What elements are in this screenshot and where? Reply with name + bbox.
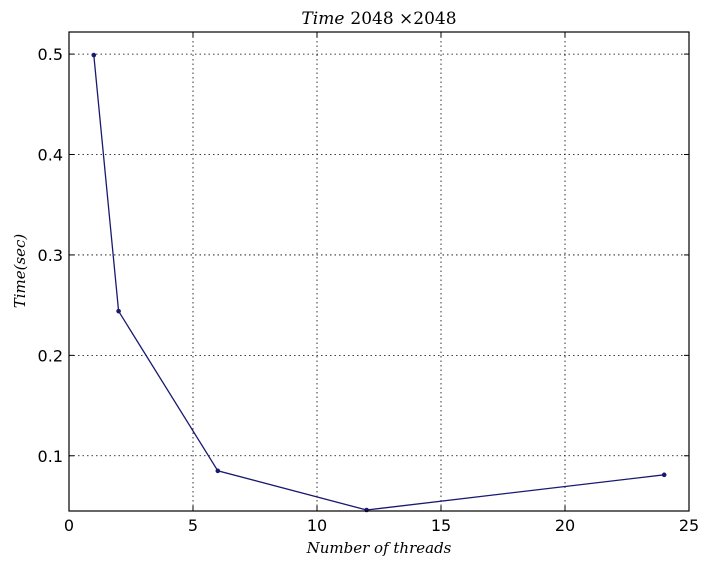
plot-frame xyxy=(68,31,690,512)
x-tick-label: 5 xyxy=(188,516,198,535)
x-tick-label: 15 xyxy=(431,516,451,535)
x-tick-label: 25 xyxy=(679,516,699,535)
tick-labels: 0 5 10 15 20 25 0.1 0.2 0.3 0.4 0.5 xyxy=(38,45,700,535)
x-tick-label: 10 xyxy=(307,516,327,535)
x-tick-label: 0 xyxy=(64,516,74,535)
x-tick-label: 20 xyxy=(555,516,575,535)
y-tick-label: 0.1 xyxy=(38,447,63,466)
data-point xyxy=(91,52,97,58)
y-tick-label: 0.2 xyxy=(38,346,63,365)
chart-title-rest: 2048 ×2048 xyxy=(350,9,456,29)
y-tick-label: 0.4 xyxy=(38,146,63,165)
chart-title: Time 2048 ×2048 xyxy=(301,9,456,29)
data-point xyxy=(116,308,121,314)
y-tick-label: 0.3 xyxy=(38,246,63,265)
data-point xyxy=(364,507,369,513)
y-axis-label: Time(sec) xyxy=(11,234,29,309)
x-axis-label: Number of threads xyxy=(306,539,452,557)
y-tick-label: 0.5 xyxy=(38,45,63,64)
data-point xyxy=(215,468,221,474)
data-point xyxy=(661,472,667,478)
grid-lines xyxy=(69,32,689,511)
plot-background xyxy=(69,32,689,511)
chart-title-italic: Time xyxy=(301,9,344,29)
